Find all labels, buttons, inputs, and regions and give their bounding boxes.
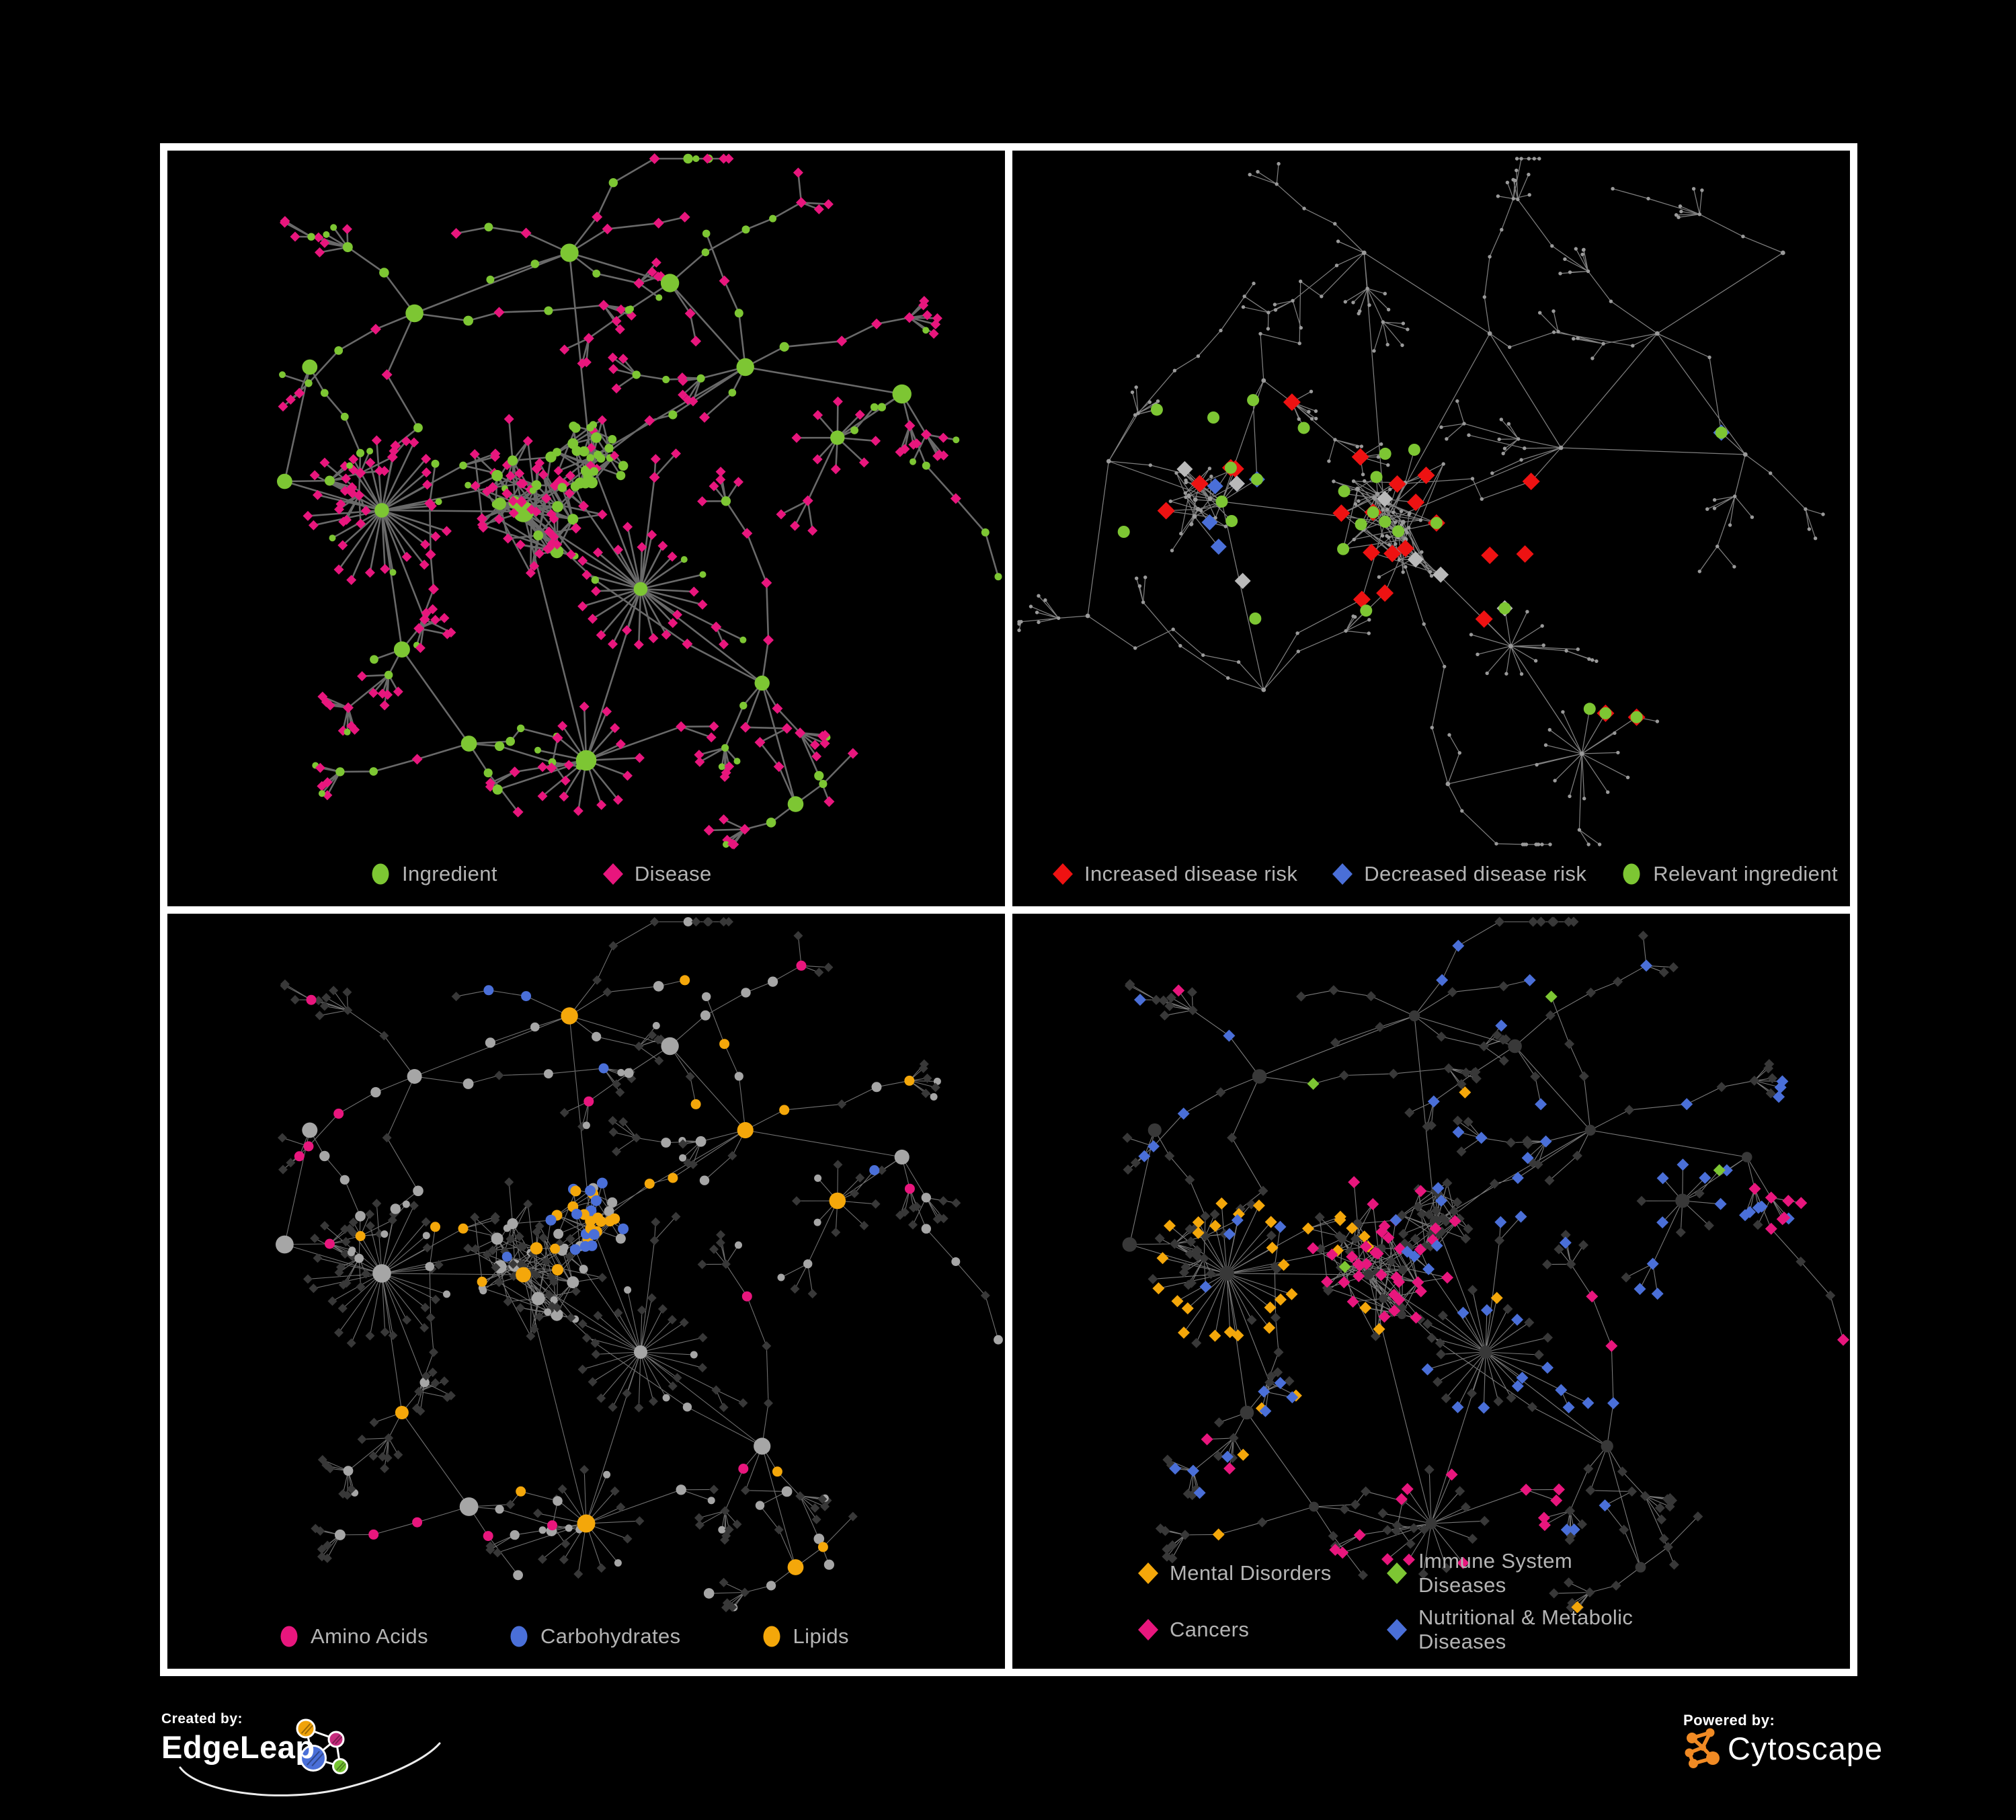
circle-swatch-icon — [372, 863, 389, 885]
legend-label: Ingredient — [402, 862, 497, 885]
legend-label: Decreased disease risk — [1364, 862, 1587, 885]
legend-item-mental-disorders: Mental Disorders — [1137, 1561, 1385, 1585]
edgeleap-credit: Created by: EdgeLeap — [161, 1711, 484, 1812]
powered-by-label: Powered by: — [1683, 1712, 1775, 1729]
legend-item-carbohydrates: Carbohydrates — [508, 1624, 681, 1649]
legend-label: Cancers — [1170, 1618, 1250, 1641]
legend-nutrient-classes: Amino Acids Carbohydrates Lipids — [167, 1624, 1005, 1649]
network-figure-grid: Ingredient Disease Increased disease risk… — [160, 143, 1857, 1676]
panel-disease-classes: Mental Disorders Immune System Diseases Ca… — [1012, 914, 1850, 1669]
legend-label: Amino Acids — [311, 1624, 428, 1648]
diamond-swatch-icon — [1332, 863, 1353, 885]
diamond-swatch-icon — [1053, 863, 1073, 885]
network-disease-risk — [1017, 157, 1825, 846]
legend-item-amino-acids: Amino Acids — [278, 1624, 428, 1649]
legend-label: Carbohydrates — [540, 1624, 681, 1648]
legend-disease-classes: Mental Disorders Immune System Diseases Ca… — [1012, 1549, 1850, 1654]
legend-label: Lipids — [793, 1624, 849, 1648]
diamond-swatch-icon — [1387, 1562, 1407, 1584]
legend-label: Nutritional & Metabolic Diseases — [1418, 1606, 1634, 1653]
legend-item-ingredient: Ingredient — [369, 862, 497, 886]
legend-label: Relevant ingredient — [1653, 862, 1838, 885]
network-disease-classes — [1122, 916, 1849, 1613]
circle-swatch-icon — [1623, 863, 1640, 885]
panel-ingredient-disease: Ingredient Disease — [167, 151, 1005, 906]
diamond-swatch-icon — [602, 863, 623, 885]
diamond-swatch-icon — [1138, 1562, 1158, 1584]
circle-swatch-icon — [510, 1626, 528, 1647]
cytoscape-credit: Powered by: Cytoscape — [1683, 1712, 1966, 1792]
legend-item-relevant-ingredient: Relevant ingredient — [1620, 862, 1838, 886]
legend-item-cancers: Cancers — [1137, 1618, 1385, 1642]
circle-swatch-icon — [280, 1626, 298, 1647]
legend-item-nutritional-metabolic-diseases: Nutritional & Metabolic Diseases — [1385, 1606, 1634, 1654]
edgeleap-logo — [179, 1718, 441, 1796]
circle-swatch-icon — [763, 1626, 780, 1647]
legend-item-disease: Disease — [602, 862, 712, 886]
edgeleap-wordmark: EdgeLeap — [161, 1729, 315, 1765]
network-ingredient-disease — [277, 153, 1002, 850]
diamond-swatch-icon — [1387, 1619, 1407, 1640]
panel-nutrient-classes: Amino Acids Carbohydrates Lipids — [167, 914, 1005, 1669]
legend-item-immune-system-diseases: Immune System Diseases — [1385, 1549, 1634, 1597]
diamond-swatch-icon — [1138, 1619, 1158, 1640]
network-nutrient-classes — [276, 917, 1003, 1612]
legend-label: Immune System Diseases — [1418, 1549, 1573, 1597]
legend-label: Increased disease risk — [1084, 862, 1298, 885]
legend-ingredient-disease: Ingredient Disease — [167, 862, 1005, 886]
created-by-label: Created by: — [161, 1711, 243, 1727]
legend-disease-risk: Increased disease risk Decreased disease … — [1012, 862, 1850, 886]
panel-disease-risk: Increased disease risk Decreased disease … — [1012, 151, 1850, 906]
legend-item-decreased-disease-risk: Decreased disease risk — [1331, 862, 1586, 886]
cytoscape-wordmark: Cytoscape — [1728, 1730, 1884, 1766]
cytoscape-icon — [1685, 1728, 1720, 1768]
legend-item-lipids: Lipids — [760, 1624, 849, 1649]
legend-label: Mental Disorders — [1170, 1561, 1332, 1585]
legend-label: Disease — [634, 862, 712, 885]
legend-item-increased-disease-risk: Increased disease risk — [1051, 862, 1297, 886]
